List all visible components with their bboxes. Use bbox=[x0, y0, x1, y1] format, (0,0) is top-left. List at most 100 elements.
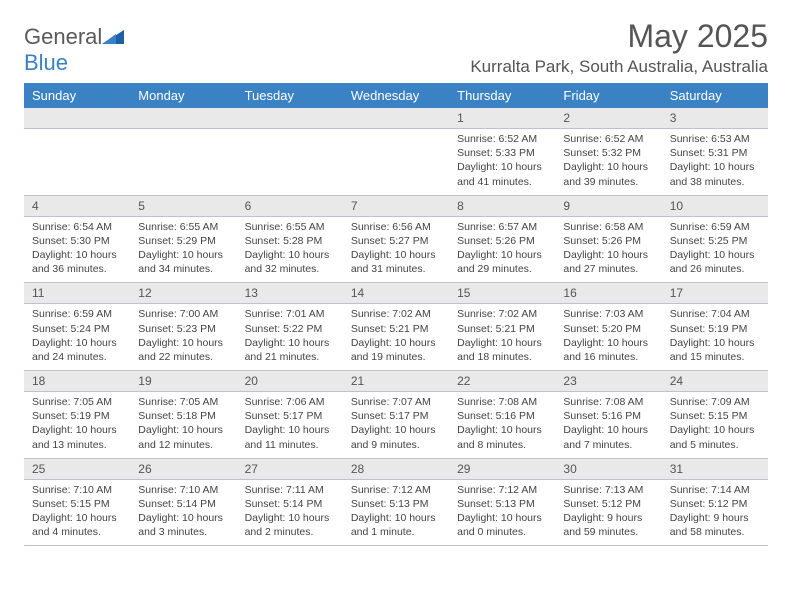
sunset-line: Sunset: 5:31 PM bbox=[670, 146, 760, 160]
sunrise-line: Sunrise: 7:09 AM bbox=[670, 395, 760, 409]
day-number-cell: 25 bbox=[24, 458, 130, 479]
sunset-line: Sunset: 5:27 PM bbox=[351, 234, 441, 248]
daylight-line: Daylight: 10 hours and 27 minutes. bbox=[563, 248, 653, 276]
sunset-line: Sunset: 5:28 PM bbox=[245, 234, 335, 248]
day-data-cell: Sunrise: 7:09 AMSunset: 5:15 PMDaylight:… bbox=[662, 392, 768, 459]
sunset-line: Sunset: 5:29 PM bbox=[138, 234, 228, 248]
day-data-cell: Sunrise: 7:01 AMSunset: 5:22 PMDaylight:… bbox=[237, 304, 343, 371]
day-number-cell: 30 bbox=[555, 458, 661, 479]
calendar-page: GeneralBlue May 2025 Kurralta Park, Sout… bbox=[0, 0, 792, 564]
daylight-line: Daylight: 10 hours and 26 minutes. bbox=[670, 248, 760, 276]
daylight-line: Daylight: 10 hours and 24 minutes. bbox=[32, 336, 122, 364]
sunrise-line: Sunrise: 6:53 AM bbox=[670, 132, 760, 146]
daylight-line: Daylight: 9 hours and 59 minutes. bbox=[563, 511, 653, 539]
sunset-line: Sunset: 5:17 PM bbox=[245, 409, 335, 423]
brand-part1: General bbox=[24, 24, 102, 49]
daylight-line: Daylight: 10 hours and 22 minutes. bbox=[138, 336, 228, 364]
col-saturday: Saturday bbox=[662, 83, 768, 108]
day-number-cell: 28 bbox=[343, 458, 449, 479]
sunrise-line: Sunrise: 7:00 AM bbox=[138, 307, 228, 321]
sunset-line: Sunset: 5:16 PM bbox=[563, 409, 653, 423]
day-data-cell: Sunrise: 7:08 AMSunset: 5:16 PMDaylight:… bbox=[555, 392, 661, 459]
sunrise-line: Sunrise: 7:06 AM bbox=[245, 395, 335, 409]
sunset-line: Sunset: 5:18 PM bbox=[138, 409, 228, 423]
day-number-cell: 7 bbox=[343, 195, 449, 216]
daylight-line: Daylight: 10 hours and 34 minutes. bbox=[138, 248, 228, 276]
day-data-cell: Sunrise: 7:08 AMSunset: 5:16 PMDaylight:… bbox=[449, 392, 555, 459]
daylight-line: Daylight: 10 hours and 13 minutes. bbox=[32, 423, 122, 451]
day-data-cell: Sunrise: 6:57 AMSunset: 5:26 PMDaylight:… bbox=[449, 216, 555, 283]
month-title: May 2025 bbox=[470, 18, 768, 55]
sunrise-line: Sunrise: 7:13 AM bbox=[563, 483, 653, 497]
sunset-line: Sunset: 5:33 PM bbox=[457, 146, 547, 160]
sunrise-line: Sunrise: 6:54 AM bbox=[32, 220, 122, 234]
day-number-row: 18192021222324 bbox=[24, 371, 768, 392]
daylight-line: Daylight: 10 hours and 8 minutes. bbox=[457, 423, 547, 451]
sunrise-line: Sunrise: 6:52 AM bbox=[457, 132, 547, 146]
day-number-cell: 27 bbox=[237, 458, 343, 479]
day-data-cell: Sunrise: 7:11 AMSunset: 5:14 PMDaylight:… bbox=[237, 479, 343, 546]
sunrise-line: Sunrise: 7:07 AM bbox=[351, 395, 441, 409]
day-data-row: Sunrise: 7:10 AMSunset: 5:15 PMDaylight:… bbox=[24, 479, 768, 546]
sunrise-line: Sunrise: 7:10 AM bbox=[32, 483, 122, 497]
day-number-cell: 14 bbox=[343, 283, 449, 304]
sunrise-line: Sunrise: 7:12 AM bbox=[457, 483, 547, 497]
daylight-line: Daylight: 10 hours and 31 minutes. bbox=[351, 248, 441, 276]
col-friday: Friday bbox=[555, 83, 661, 108]
sunset-line: Sunset: 5:19 PM bbox=[32, 409, 122, 423]
day-number-cell: 4 bbox=[24, 195, 130, 216]
daylight-line: Daylight: 10 hours and 19 minutes. bbox=[351, 336, 441, 364]
sunset-line: Sunset: 5:30 PM bbox=[32, 234, 122, 248]
sunset-line: Sunset: 5:32 PM bbox=[563, 146, 653, 160]
sunrise-line: Sunrise: 7:05 AM bbox=[138, 395, 228, 409]
day-number-cell: 22 bbox=[449, 371, 555, 392]
daylight-line: Daylight: 10 hours and 38 minutes. bbox=[670, 160, 760, 188]
sunset-line: Sunset: 5:26 PM bbox=[457, 234, 547, 248]
day-number-cell: 1 bbox=[449, 108, 555, 129]
calendar-table: Sunday Monday Tuesday Wednesday Thursday… bbox=[24, 83, 768, 546]
day-number-cell: 13 bbox=[237, 283, 343, 304]
day-data-cell: Sunrise: 7:10 AMSunset: 5:14 PMDaylight:… bbox=[130, 479, 236, 546]
sunrise-line: Sunrise: 7:11 AM bbox=[245, 483, 335, 497]
day-data-cell: Sunrise: 7:05 AMSunset: 5:19 PMDaylight:… bbox=[24, 392, 130, 459]
daylight-line: Daylight: 10 hours and 0 minutes. bbox=[457, 511, 547, 539]
weekday-header-row: Sunday Monday Tuesday Wednesday Thursday… bbox=[24, 83, 768, 108]
day-data-cell: Sunrise: 6:55 AMSunset: 5:29 PMDaylight:… bbox=[130, 216, 236, 283]
day-number-row: 45678910 bbox=[24, 195, 768, 216]
location-subtitle: Kurralta Park, South Australia, Australi… bbox=[470, 57, 768, 77]
sunset-line: Sunset: 5:26 PM bbox=[563, 234, 653, 248]
day-number-cell: 17 bbox=[662, 283, 768, 304]
sunset-line: Sunset: 5:20 PM bbox=[563, 322, 653, 336]
day-data-cell: Sunrise: 7:13 AMSunset: 5:12 PMDaylight:… bbox=[555, 479, 661, 546]
sunrise-line: Sunrise: 7:08 AM bbox=[457, 395, 547, 409]
daylight-line: Daylight: 10 hours and 18 minutes. bbox=[457, 336, 547, 364]
day-data-cell: Sunrise: 7:12 AMSunset: 5:13 PMDaylight:… bbox=[343, 479, 449, 546]
header: GeneralBlue May 2025 Kurralta Park, Sout… bbox=[24, 18, 768, 77]
day-data-cell: Sunrise: 6:56 AMSunset: 5:27 PMDaylight:… bbox=[343, 216, 449, 283]
day-number-cell: 10 bbox=[662, 195, 768, 216]
day-number-cell: 12 bbox=[130, 283, 236, 304]
sunrise-line: Sunrise: 6:58 AM bbox=[563, 220, 653, 234]
sunrise-line: Sunrise: 7:05 AM bbox=[32, 395, 122, 409]
sunrise-line: Sunrise: 6:57 AM bbox=[457, 220, 547, 234]
sunset-line: Sunset: 5:25 PM bbox=[670, 234, 760, 248]
day-data-cell: Sunrise: 7:03 AMSunset: 5:20 PMDaylight:… bbox=[555, 304, 661, 371]
sunset-line: Sunset: 5:24 PM bbox=[32, 322, 122, 336]
sunset-line: Sunset: 5:13 PM bbox=[457, 497, 547, 511]
daylight-line: Daylight: 10 hours and 9 minutes. bbox=[351, 423, 441, 451]
col-sunday: Sunday bbox=[24, 83, 130, 108]
sunrise-line: Sunrise: 6:59 AM bbox=[670, 220, 760, 234]
sunset-line: Sunset: 5:21 PM bbox=[351, 322, 441, 336]
sunrise-line: Sunrise: 7:08 AM bbox=[563, 395, 653, 409]
sunrise-line: Sunrise: 6:52 AM bbox=[563, 132, 653, 146]
sunrise-line: Sunrise: 6:55 AM bbox=[245, 220, 335, 234]
sunset-line: Sunset: 5:17 PM bbox=[351, 409, 441, 423]
day-data-cell: Sunrise: 7:02 AMSunset: 5:21 PMDaylight:… bbox=[449, 304, 555, 371]
logo-triangle-icon bbox=[102, 28, 124, 44]
sunrise-line: Sunrise: 7:03 AM bbox=[563, 307, 653, 321]
day-number-cell: 6 bbox=[237, 195, 343, 216]
day-number-cell: 16 bbox=[555, 283, 661, 304]
daylight-line: Daylight: 10 hours and 7 minutes. bbox=[563, 423, 653, 451]
day-number-cell: 26 bbox=[130, 458, 236, 479]
day-number-cell: 8 bbox=[449, 195, 555, 216]
